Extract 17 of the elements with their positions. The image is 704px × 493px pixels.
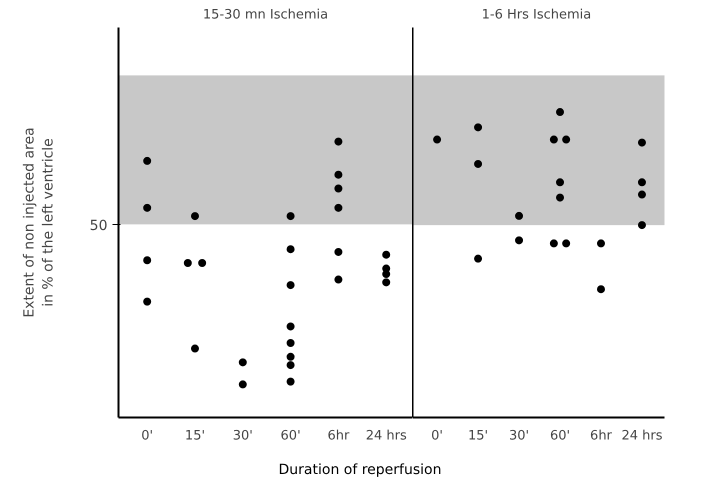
x-tick-label: 15': [468, 428, 488, 444]
x-tick-label: 30': [508, 428, 530, 444]
chart-title: 15-30 mn Ischemia: [202, 8, 328, 22]
x-tick-label: 6hr: [327, 428, 350, 444]
x-tick-label: 60': [550, 428, 570, 444]
x-tick-label: 24 hrs: [621, 428, 663, 444]
chart-title: 1-6 Hrs Ischemia: [482, 8, 592, 22]
x-axis-title: Duration of reperfusion: [278, 461, 442, 480]
x-tick-label: 60': [280, 428, 301, 444]
text: 50: [90, 218, 108, 234]
y-axis-title: Extent of non injected area in % of the left ventricle: [21, 127, 57, 318]
x-tick-label: 30': [232, 428, 253, 444]
x-tick-label: 24 hrs: [366, 428, 407, 444]
x-tick-label: 15': [184, 428, 206, 444]
x-tick-label: 0': [431, 428, 444, 444]
x-tick-label: 0': [141, 428, 154, 444]
x-tick-label: 6hr: [590, 428, 613, 444]
